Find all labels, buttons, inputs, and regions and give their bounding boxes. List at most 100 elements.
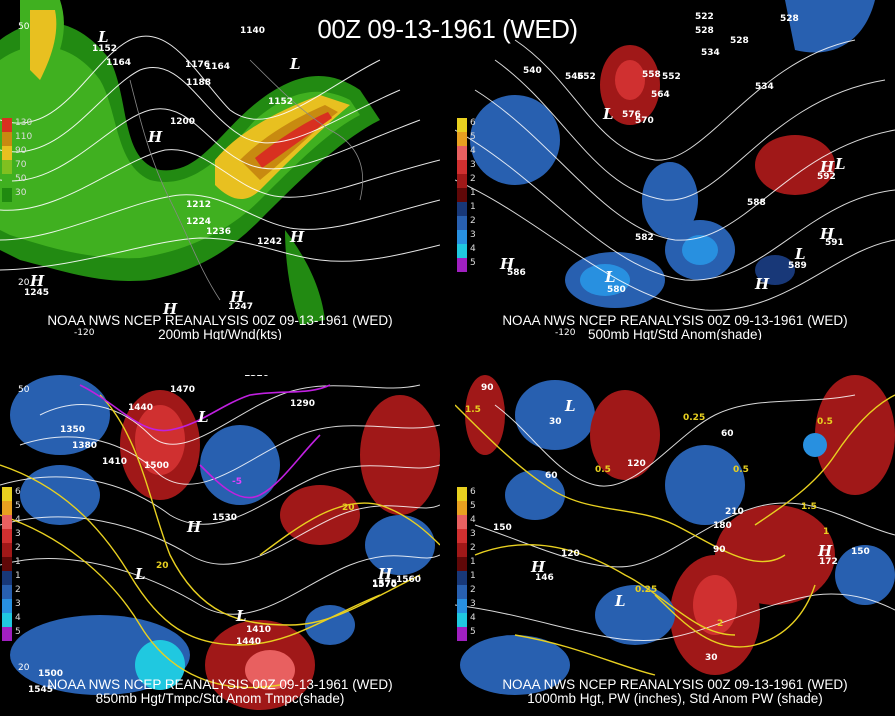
- scale-tick-label: 2: [470, 543, 476, 553]
- pw-label: 0.5: [817, 417, 833, 427]
- height-contours-500: [455, 39, 895, 311]
- contour-label: 546: [565, 72, 584, 82]
- scale-tick-label: 1: [470, 188, 476, 198]
- contour-label: 1152: [268, 97, 294, 107]
- contour-label: 1440: [128, 403, 154, 413]
- scale-tick-label: 4: [15, 515, 21, 525]
- contour-label: 1560: [396, 575, 422, 585]
- contour-label: 591: [825, 238, 844, 248]
- scale-tick-label: 2: [470, 174, 476, 184]
- scale-swatch: 5: [2, 501, 21, 515]
- low-symbol: L: [605, 268, 616, 286]
- contour-label: 1247: [228, 302, 254, 312]
- low-symbol: L: [565, 397, 576, 415]
- scale-swatch: 70: [2, 160, 26, 174]
- contour-label: 540: [523, 66, 542, 76]
- scale-swatch: 5: [457, 258, 476, 272]
- lon-label: -120: [555, 328, 576, 338]
- map-850mb: [0, 375, 440, 716]
- jet-core-130: [255, 112, 332, 168]
- pw-label: 1.5: [465, 405, 481, 415]
- pw-label: 0.25: [635, 585, 658, 595]
- scale-200mb: 130 110 90 70 50 30: [2, 118, 32, 202]
- contour-label: 1245: [24, 288, 50, 298]
- contour-label: 1140: [240, 26, 266, 36]
- freezing-contours-850: [79, 384, 331, 499]
- contour-label: 30: [549, 417, 562, 427]
- contour-label: 120: [561, 549, 580, 559]
- low-symbol: L: [236, 607, 247, 625]
- high-symbol: H: [290, 228, 305, 246]
- scale-swatch: 5: [2, 627, 21, 641]
- contour-label: 150: [851, 547, 870, 557]
- scale-swatch: 90: [2, 146, 26, 160]
- scale-tick-label: 4: [470, 146, 476, 156]
- scale-tick-label: 1: [470, 557, 476, 567]
- map-500mb: [455, 0, 895, 340]
- scale-swatch: 4: [2, 613, 21, 627]
- contour-label: 586: [507, 268, 526, 278]
- contour-label: 1290: [290, 399, 316, 409]
- scale-swatch: 1: [2, 557, 21, 571]
- caption-line1: NOAA NWS NCEP REANALYSIS 00Z 09-13-1961 …: [47, 313, 393, 328]
- panel-850mb: 6 5 4 3 2 1 1 2 3 4 5 L L L H H 1320 1350 1380 141…: [0, 375, 440, 716]
- coastlines-200: [129, 59, 364, 301]
- caption-line2: 200mb Hgt/Wnd(kts): [158, 327, 282, 341]
- main-title: 00Z 09-13-1961 (WED): [317, 14, 578, 44]
- lat-label: 20: [18, 663, 30, 673]
- caption-200mb: NOAA NWS NCEP REANALYSIS 00Z 09-13-1961 …: [0, 313, 440, 341]
- map-1000mb: [455, 375, 895, 716]
- pw-label: 0.5: [733, 465, 749, 475]
- contour-label: 552: [662, 72, 681, 82]
- pw-label: 0.25: [683, 413, 706, 423]
- high-symbol: H: [230, 288, 245, 306]
- anomaly-shading-1000: [460, 375, 895, 695]
- scale-swatch: 2: [457, 585, 476, 599]
- scale-swatch: 6: [457, 487, 476, 501]
- contour-label: 1500: [144, 461, 170, 471]
- high-symbol: H: [820, 225, 835, 243]
- scale-swatch: 2: [457, 216, 476, 230]
- temp-label: 20: [342, 503, 355, 513]
- high-symbol: H: [755, 275, 770, 293]
- contour-label: 1530: [212, 513, 238, 523]
- temp-label: 20: [156, 561, 169, 571]
- scale-swatch: 6: [2, 487, 21, 501]
- scale-tick-label: 130: [15, 118, 33, 128]
- caption-line1: NOAA NWS NCEP REANALYSIS 00Z 09-13-1961 …: [47, 677, 393, 692]
- scale-swatch: 3: [457, 230, 476, 244]
- jet-core-north: [30, 10, 57, 80]
- contour-label: 180: [713, 521, 732, 531]
- contour-label: 564: [651, 90, 670, 100]
- lat-label: 50: [18, 385, 30, 395]
- scale-swatch: 1: [2, 571, 21, 585]
- scale-swatch: 2: [2, 585, 21, 599]
- contour-label: 1380: [72, 441, 98, 451]
- contour-label: 146: [535, 573, 554, 583]
- scale-swatch: 50: [2, 174, 26, 188]
- contour-label: 576: [622, 110, 641, 120]
- caption-line1: NOAA NWS NCEP REANALYSIS 00Z 09-13-1961 …: [502, 677, 848, 692]
- caption-line2: 1000mb Hgt, PW (inches), Std Anom PW (sh…: [527, 691, 823, 706]
- scale-tick-label: 5: [470, 132, 476, 142]
- scale-850mb: 6 5 4 3 2 1 1 2 3 4 5: [2, 487, 26, 641]
- contour-label: 1164: [106, 58, 132, 68]
- map-200mb: [0, 0, 440, 340]
- contour-label: 1320: [244, 375, 269, 379]
- scale-swatch: 130: [2, 118, 32, 132]
- high-symbol: H: [531, 558, 546, 576]
- scale-swatch: 3: [457, 529, 476, 543]
- contour-label: 1188: [186, 78, 212, 88]
- contour-label: 60: [545, 471, 558, 481]
- contour-label: 592: [817, 172, 836, 182]
- caption-line1: NOAA NWS NCEP REANALYSIS 00Z 09-13-1961 …: [502, 313, 848, 328]
- scale-tick-label: 4: [470, 515, 476, 525]
- scale-tick-label: 90: [15, 146, 27, 156]
- high-symbol: H: [500, 255, 515, 273]
- contour-label: 150: [493, 523, 512, 533]
- contour-label: 1410: [102, 457, 128, 467]
- contour-label: 558: [642, 70, 661, 80]
- contour-label: 552: [577, 72, 596, 82]
- scale-tick-label: 1: [470, 571, 476, 581]
